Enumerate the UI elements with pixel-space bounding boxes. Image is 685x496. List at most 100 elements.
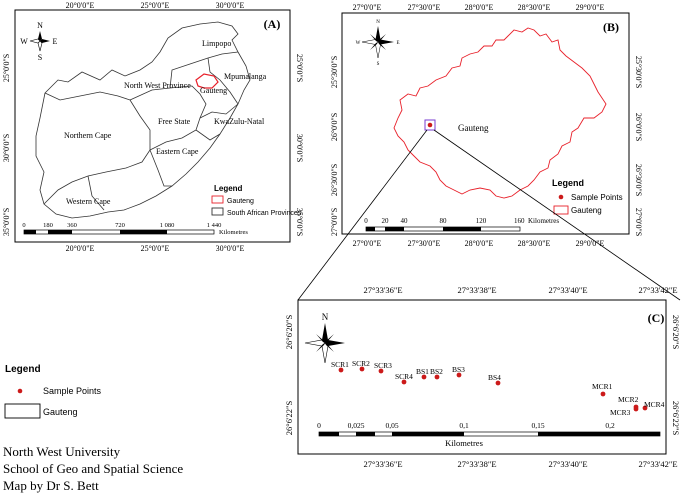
province-label: Free State	[158, 117, 191, 126]
sample-point-label: SCR3	[374, 361, 392, 370]
panel-a-lat-tick: 35°0'0"S	[295, 208, 304, 236]
legend-sample-point-icon	[558, 194, 564, 200]
sample-point-label: BS4	[488, 373, 501, 382]
scale-tick: 40	[401, 217, 409, 225]
panel-a-lon-tick: 25°0'0"E	[141, 244, 170, 253]
compass-n: N	[37, 21, 43, 30]
credit-line: School of Geo and Spatial Science	[3, 461, 184, 476]
scale-tick: 120	[476, 217, 487, 225]
panel-a-lon-tick: 30°0'0"E	[216, 1, 245, 10]
sample-point-marker	[495, 380, 501, 386]
panel-c-lon-tick: 27°33'42"E	[638, 285, 677, 295]
scale-unit: Kilometres	[528, 217, 559, 225]
panel-b-legend-title: Legend	[552, 178, 584, 188]
panel-b-lon-tick: 28°0'0"E	[465, 3, 494, 12]
scale-tick-last: 160	[514, 217, 525, 225]
zoom-connector-left	[297, 129, 428, 301]
study-site-box	[424, 119, 436, 131]
legend-swatch-gauteng	[553, 205, 569, 215]
south-africa-provinces	[35, 21, 251, 219]
panel-b-legend-item: Gauteng	[571, 206, 602, 215]
panel-c-lat-tick: 26°6'22"S	[284, 401, 294, 436]
sample-point-marker	[421, 374, 427, 380]
sample-point-marker	[633, 406, 639, 412]
scale-tick: 180	[43, 222, 53, 229]
panel-b-lon-tick: 27°30'0"E	[408, 3, 441, 12]
panel-c-lat-tick: 26°6'20"S	[671, 315, 681, 350]
panel-b-lat-tick: 25°30'0"S	[330, 56, 339, 88]
study-site-point	[427, 122, 433, 128]
panel-c-scale-bar: 0 0,025 0,05 0,1 0,15 0,2 Kilometres	[317, 421, 661, 448]
compass-e: E	[53, 37, 58, 46]
province-label: Eastern Cape	[156, 147, 199, 156]
scale-tick: 20	[382, 217, 390, 225]
scale-tick: 0,05	[385, 421, 398, 430]
province-label: Western Cape	[66, 197, 111, 206]
sample-point-label: SCR2	[352, 359, 370, 368]
compass-w: W	[356, 41, 361, 46]
compass-s: S	[38, 53, 42, 62]
scale-tick: 720	[115, 222, 125, 229]
panel-b-lat-tick: 27°0'0"S	[330, 208, 339, 236]
main-legend-title: Legend	[5, 364, 41, 375]
panel-c-lat-tick: 26°6'22"S	[671, 401, 681, 436]
panel-a-legend-item: Gauteng	[227, 198, 254, 205]
scale-tick: 0,1	[459, 421, 469, 430]
sample-point-marker	[378, 368, 384, 374]
sample-point-label: MCR2	[618, 395, 639, 404]
province-label: Northern Cape	[64, 131, 112, 140]
sample-point-label: BS3	[452, 365, 465, 374]
zoom-connector-right	[433, 129, 681, 301]
sample-point-marker	[338, 367, 344, 373]
panel-b-lon-tick: 29°0'0"E	[576, 239, 605, 248]
panel-b-legend-item: Sample Points	[571, 193, 623, 202]
province-label: KwaZulu-Natal	[214, 117, 265, 126]
sample-point-marker	[359, 366, 365, 372]
compass-rose-icon: N S E W	[356, 20, 400, 67]
panel-a-label: (A)	[264, 17, 281, 31]
compass-rose-icon: N	[304, 312, 345, 364]
province-label: North West Province	[124, 81, 191, 90]
panel-b-label: (B)	[603, 20, 619, 34]
compass-n: N	[322, 312, 329, 322]
legend-swatch-provinces	[211, 207, 224, 216]
scale-tick: 0,2	[605, 421, 615, 430]
panel-c-frame	[297, 299, 667, 455]
main-legend: Legend Sample Points Gauteng	[4, 364, 102, 419]
panel-a-lon-tick: 25°0'0"E	[141, 1, 170, 10]
scale-tick: 360	[67, 222, 77, 229]
panel-b-lon-tick: 27°0'0"E	[353, 239, 382, 248]
panel-b-lon-tick: 28°30'0"E	[518, 239, 551, 248]
sample-point-label: BS1	[416, 367, 429, 376]
scale-tick: 0	[317, 421, 321, 430]
panel-c-lon-tick: 27°33'40"E	[548, 459, 587, 469]
compass-s: S	[377, 62, 380, 67]
panel-a-frame	[14, 9, 291, 243]
panel-b-lon-tick: 28°0'0"E	[465, 239, 494, 248]
panel-a-lat-tick: 25°0'0"S	[295, 54, 304, 82]
panel-a-lat-tick: 30°0'0"S	[2, 134, 11, 162]
compass-rose-icon: N S E W	[20, 21, 57, 62]
sample-point-label: BS2	[430, 367, 443, 376]
sample-point-label: MCR3	[610, 408, 631, 417]
sample-point-label: MCR1	[592, 382, 613, 391]
panel-c-lon-tick: 27°33'38"E	[457, 459, 496, 469]
compass-n: N	[376, 20, 380, 25]
gauteng-highlight	[195, 73, 219, 89]
credit-line: North West University	[3, 444, 121, 459]
scale-tick: 0,025	[348, 421, 365, 430]
sample-point-label: MCR4	[644, 400, 665, 409]
panel-b-lat-tick: 26°0'0"S	[634, 113, 643, 141]
credit-line: Map by Dr S. Bett	[3, 478, 99, 493]
panel-b-lat-tick: 27°0'0"S	[634, 208, 643, 236]
scale-unit: Kilometres	[219, 229, 248, 236]
panel-b-lat-tick: 26°30'0"S	[634, 164, 643, 196]
panel-c-lat-tick: 26°6'20"S	[284, 315, 294, 350]
sample-point-label: SCR4	[395, 372, 413, 381]
sample-point-marker	[456, 372, 462, 378]
scale-unit: Kilometres	[445, 438, 483, 448]
sample-point-label: SCR1	[331, 360, 349, 369]
panel-c: (C) 27°33'36"E 27°33'38"E 27°33'40"E 27°…	[284, 285, 681, 469]
panel-a-legend-title: Legend	[214, 184, 243, 193]
